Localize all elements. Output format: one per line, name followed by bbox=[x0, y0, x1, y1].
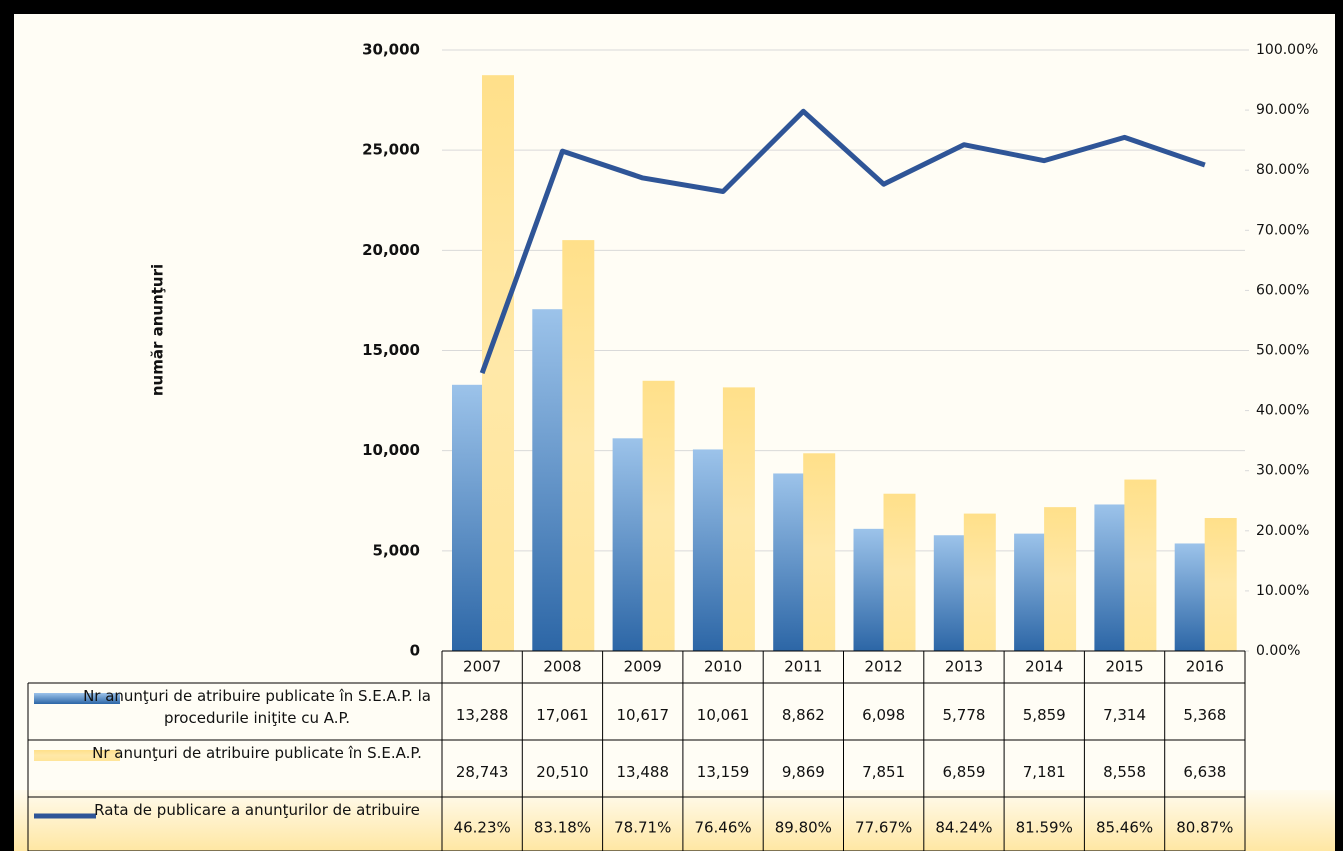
table-value: 10,617 bbox=[617, 706, 670, 724]
x-tick-label: 2011 bbox=[784, 658, 822, 676]
table-value: 5,368 bbox=[1183, 706, 1226, 724]
table-value: 6,859 bbox=[942, 763, 985, 781]
y-tick-label: 15,000 bbox=[362, 341, 420, 359]
table-value: 10,061 bbox=[697, 706, 750, 724]
line-series bbox=[479, 108, 1206, 375]
x-tick-label: 2013 bbox=[945, 658, 983, 676]
bar bbox=[1174, 543, 1207, 651]
bar bbox=[642, 380, 675, 651]
y-tick-label: 10,000 bbox=[362, 441, 420, 459]
x-tick-label: 2012 bbox=[865, 658, 903, 676]
bar bbox=[612, 438, 645, 651]
y2-tick-label: 30.00% bbox=[1256, 463, 1309, 479]
background-bottom bbox=[14, 790, 1335, 851]
y-tick-label: 5,000 bbox=[373, 541, 420, 559]
y2-tick-label: 80.00% bbox=[1256, 162, 1309, 178]
table-value: 5,778 bbox=[942, 706, 985, 724]
y2-tick-label: 60.00% bbox=[1256, 282, 1309, 298]
table-value: 8,558 bbox=[1103, 763, 1146, 781]
table-value: 6,638 bbox=[1183, 763, 1226, 781]
legend-label: Nr anunţuri de atribuire publicate în S.… bbox=[83, 687, 431, 727]
table-value: 77.67% bbox=[855, 819, 912, 837]
legend-label: Nr anunţuri de atribuire publicate în S.… bbox=[92, 744, 422, 762]
y2-tick-label: 20.00% bbox=[1256, 523, 1309, 539]
x-tick-label: 2009 bbox=[624, 658, 662, 676]
bar bbox=[1124, 479, 1157, 651]
table-value: 6,098 bbox=[862, 706, 905, 724]
table-value: 7,181 bbox=[1023, 763, 1066, 781]
y2-tick-label: 90.00% bbox=[1256, 102, 1309, 118]
bar bbox=[452, 384, 484, 651]
y-tick-label: 20,000 bbox=[362, 241, 420, 259]
y-axis-label: număr anunţuri bbox=[149, 264, 167, 396]
bar bbox=[963, 513, 996, 651]
y2-tick-label: 10.00% bbox=[1256, 583, 1309, 599]
table-value: 76.46% bbox=[694, 819, 751, 837]
y2-tick-label: 100.00% bbox=[1256, 42, 1318, 58]
bar bbox=[933, 535, 966, 651]
legend-key bbox=[34, 693, 120, 704]
x-tick-label: 2016 bbox=[1186, 658, 1224, 676]
bar bbox=[1044, 507, 1077, 651]
x-tick-label: 2015 bbox=[1105, 658, 1143, 676]
y-tick-label: 0 bbox=[410, 642, 420, 660]
table-value: 78.71% bbox=[614, 819, 671, 837]
table-value: 7,851 bbox=[862, 763, 905, 781]
y2-tick-label: 50.00% bbox=[1256, 343, 1309, 359]
bar bbox=[853, 528, 886, 651]
table-value: 84.24% bbox=[935, 819, 992, 837]
table-value: 89.80% bbox=[775, 819, 832, 837]
legend-key bbox=[34, 750, 120, 761]
bar bbox=[722, 387, 755, 651]
legend-label: Rata de publicare a anunţurilor de atrib… bbox=[94, 801, 420, 819]
table-value: 20,510 bbox=[536, 763, 589, 781]
bar bbox=[803, 453, 836, 651]
table-value: 46.23% bbox=[454, 819, 511, 837]
bar bbox=[1014, 533, 1047, 651]
table-value: 13,159 bbox=[697, 763, 750, 781]
table-value: 81.59% bbox=[1016, 819, 1073, 837]
table-value: 13,488 bbox=[617, 763, 670, 781]
x-tick-label: 2007 bbox=[463, 658, 501, 676]
y2-tick-label: 40.00% bbox=[1256, 403, 1309, 419]
bar bbox=[562, 240, 595, 651]
bar bbox=[692, 449, 725, 651]
table-value: 9,869 bbox=[782, 763, 825, 781]
table-value: 17,061 bbox=[536, 706, 589, 724]
legend-label-box: Nr anunţuri de atribuire publicate în S.… bbox=[92, 744, 422, 762]
y2-tick-label: 70.00% bbox=[1256, 222, 1309, 238]
table-value: 83.18% bbox=[534, 819, 591, 837]
y2-tick-label: 0.00% bbox=[1256, 643, 1300, 659]
x-tick-label: 2010 bbox=[704, 658, 742, 676]
table-value: 7,314 bbox=[1103, 706, 1146, 724]
table-value: 80.87% bbox=[1176, 819, 1233, 837]
legend-label-box: Rata de publicare a anunţurilor de atrib… bbox=[94, 801, 420, 819]
bar bbox=[1094, 504, 1127, 651]
table-value: 5,859 bbox=[1023, 706, 1066, 724]
legend-label-box: Nr anunţuri de atribuire publicate în S.… bbox=[83, 687, 431, 727]
table-value: 8,862 bbox=[782, 706, 825, 724]
y-tick-label: 25,000 bbox=[362, 141, 420, 159]
x-tick-label: 2014 bbox=[1025, 658, 1063, 676]
bar bbox=[883, 493, 916, 651]
table-value: 13,288 bbox=[456, 706, 509, 724]
table-value: 28,743 bbox=[456, 763, 509, 781]
x-tick-label: 2008 bbox=[543, 658, 581, 676]
bar bbox=[1204, 518, 1237, 651]
y-tick-label: 30,000 bbox=[362, 41, 420, 59]
bar bbox=[773, 473, 806, 651]
table-value: 85.46% bbox=[1096, 819, 1153, 837]
bar bbox=[532, 309, 565, 651]
